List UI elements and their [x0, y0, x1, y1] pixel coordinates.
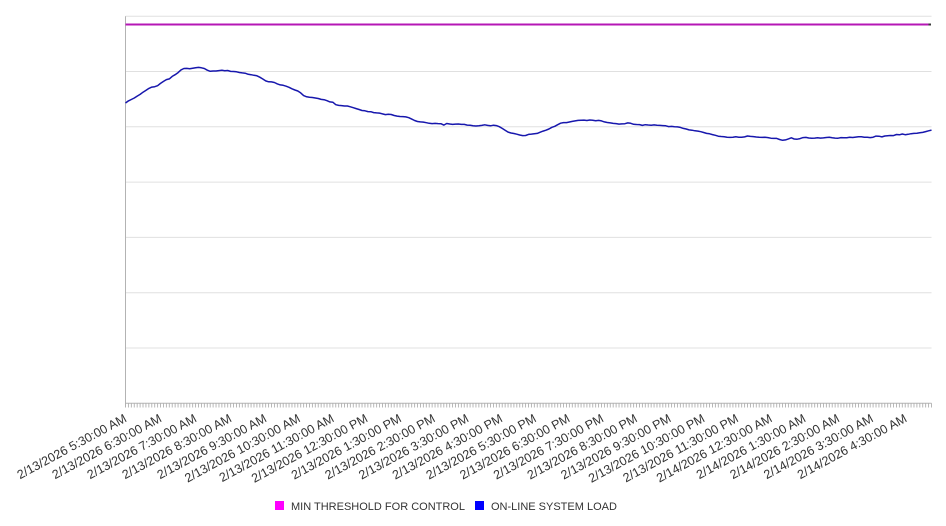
svg-text:MIN THRESHOLD FOR CONTROL: MIN THRESHOLD FOR CONTROL [291, 501, 465, 513]
svg-text:ON-LINE SYSTEM LOAD: ON-LINE SYSTEM LOAD [491, 501, 617, 513]
